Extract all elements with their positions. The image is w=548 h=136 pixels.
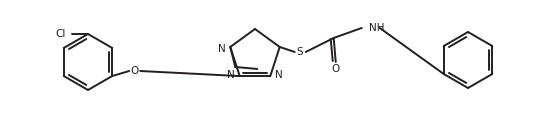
Text: NH: NH [369, 23, 384, 33]
Text: Cl: Cl [56, 29, 66, 39]
Text: N: N [227, 70, 235, 80]
Text: O: O [332, 64, 340, 74]
Text: N: N [275, 70, 283, 80]
Text: O: O [130, 66, 139, 76]
Text: S: S [296, 47, 303, 57]
Text: N: N [218, 44, 225, 54]
